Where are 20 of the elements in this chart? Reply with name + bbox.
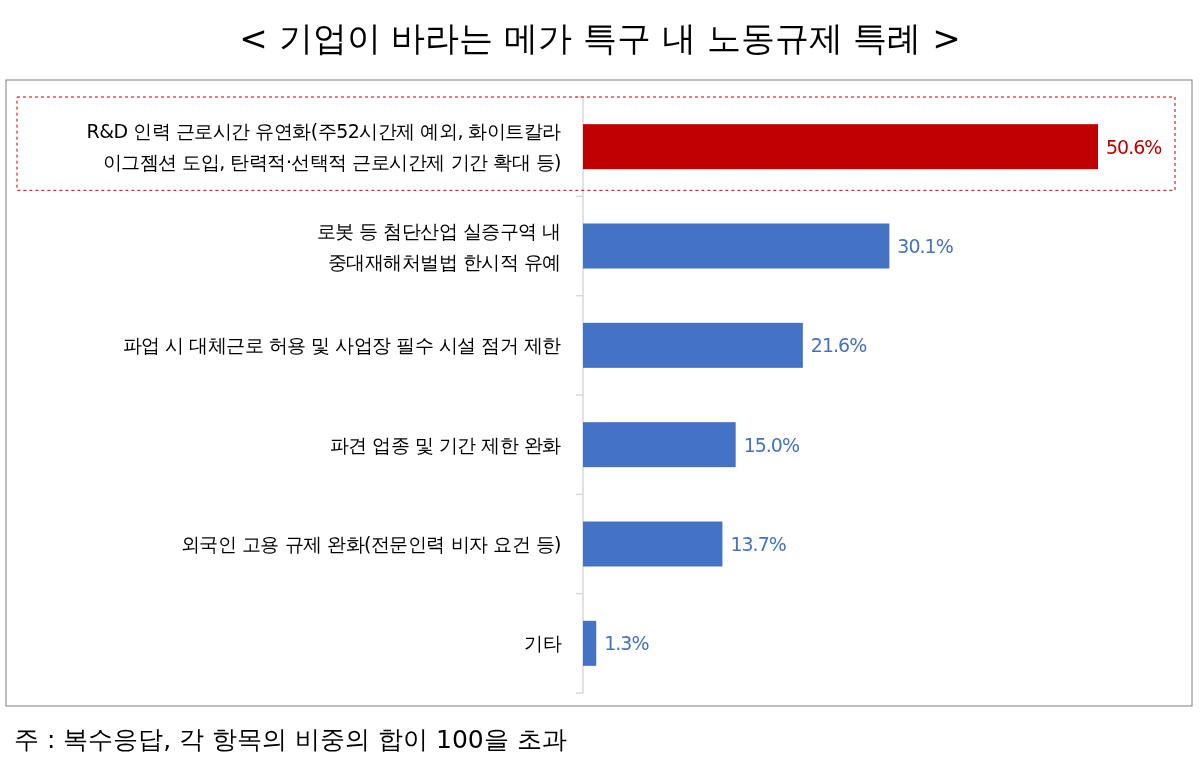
data-label: 15.0%: [743, 433, 800, 456]
chart-title: < 기업이 바라는 메가 특구 내 노동규제 특례 >: [239, 18, 961, 58]
y-tick-label: 외국인 고용 규제 완화(전문인력 비자 요건 등): [180, 533, 561, 555]
bar: [583, 223, 890, 269]
y-tick-label: 파견 업종 및 기간 제한 완화: [329, 433, 562, 456]
y-tick-label: 기타: [524, 632, 562, 655]
y-tick-label: R&D 인력 근로시간 유연화(주52시간제 예외, 화이트칼라 이그젬션 도입, 탄력적·선택적 근로시간제 기간 확대 등): [86, 120, 562, 174]
y-tick-label: 로봇 등 첨단산업 실증구역 내 중대재해처벌법 한시적 유예: [316, 219, 561, 273]
bar: [583, 620, 597, 666]
text: 주 : 복수응답, 각 항목의 비중의 합이 100을 초과: [14, 725, 567, 754]
data-label: 30.1%: [897, 235, 953, 257]
y-tick-label: 파업 시 대체근로 허용 및 사업장 필수 시설 점거 제한: [122, 334, 562, 357]
bar: [583, 322, 803, 368]
data-label: 21.6%: [810, 334, 867, 357]
data-label: 50.6%: [1106, 135, 1162, 158]
bar: [583, 124, 1098, 170]
data-label: 13.7%: [730, 533, 786, 555]
bar: [583, 521, 723, 567]
data-label: 1.3%: [604, 632, 649, 655]
bar: [583, 422, 736, 468]
